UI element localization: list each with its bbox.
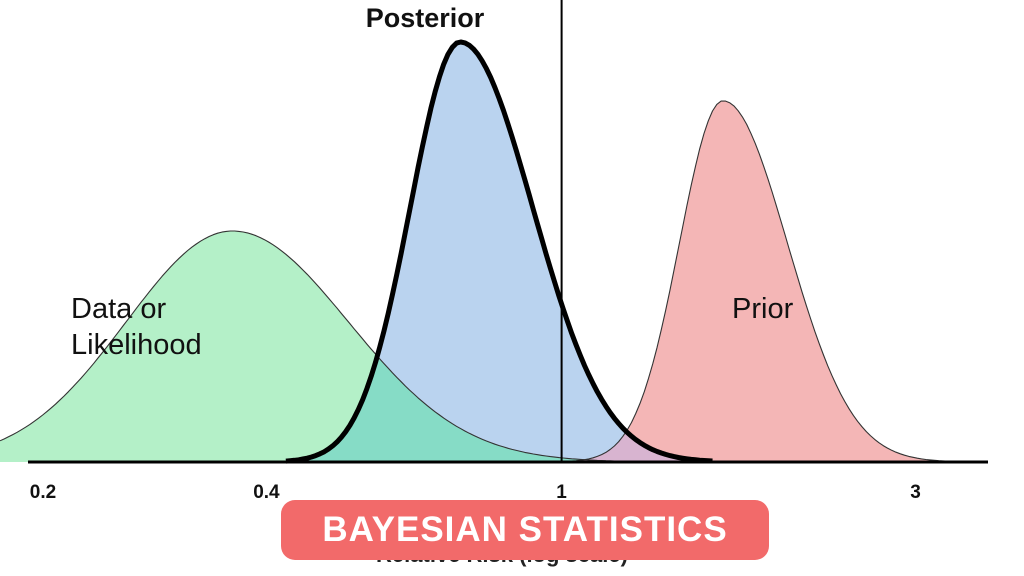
x-tick-label: 0.4 xyxy=(253,482,280,503)
title-banner: BAYESIAN STATISTICS xyxy=(281,500,769,560)
likelihood-curve xyxy=(0,230,619,462)
banner-title: BAYESIAN STATISTICS xyxy=(322,510,728,549)
x-tick-label: 3 xyxy=(910,482,921,503)
x-tick-label: 1 xyxy=(556,482,567,503)
likelihood-label-line1: Data or xyxy=(71,293,166,325)
posterior-label: Posterior xyxy=(366,3,485,33)
likelihood-label-line2: Likelihood xyxy=(71,329,202,361)
prior-label: Prior xyxy=(732,293,794,325)
x-tick-label: 0.2 xyxy=(30,482,56,503)
posterior-area xyxy=(285,42,713,462)
likelihood-area xyxy=(0,231,619,462)
prior-curve xyxy=(571,100,948,462)
posterior-curve xyxy=(285,39,713,464)
prior-area xyxy=(571,101,948,462)
